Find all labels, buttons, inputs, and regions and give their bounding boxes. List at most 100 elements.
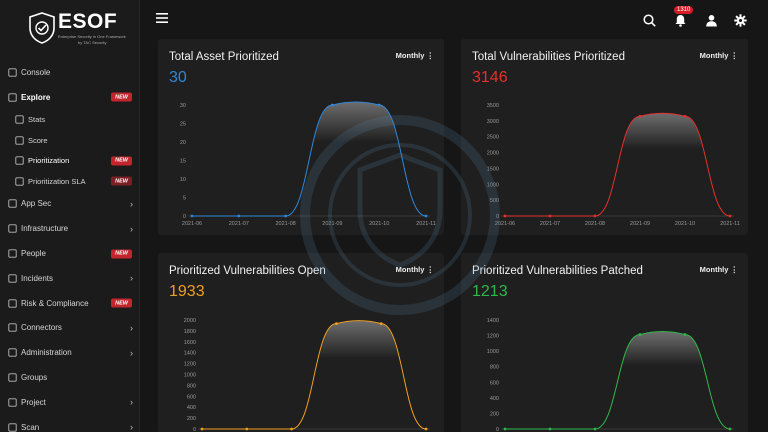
scan-icon: [8, 423, 17, 432]
sidebar-item-risk-compliance[interactable]: Risk & Compliance NEW: [0, 291, 140, 316]
sidebar-item-prioritization-sla[interactable]: Prioritization SLA NEW: [0, 171, 140, 192]
console-icon: [8, 68, 17, 77]
sidebar-item-people[interactable]: People NEW: [0, 241, 140, 266]
new-badge: NEW: [111, 298, 132, 308]
data-point[interactable]: [593, 214, 597, 218]
kebab-icon: ⋮: [426, 51, 435, 60]
data-point[interactable]: [379, 322, 383, 326]
y-tick-label: 2000: [184, 318, 196, 324]
bell-icon[interactable]: [674, 14, 687, 27]
sidebar: ESOF Enterprise Security in One Framewor…: [0, 0, 140, 432]
data-point[interactable]: [638, 114, 642, 118]
data-point[interactable]: [245, 427, 249, 431]
brand-tagline: Enterprise Security in One Framework: [58, 34, 126, 39]
sidebar-nav: Console Explore NEW Stats Score Prioritizatio…: [0, 60, 140, 432]
y-tick-label: 800: [490, 365, 499, 371]
chevron-right-icon: ›: [130, 198, 133, 209]
period-dropdown[interactable]: Monthly ⋮: [700, 265, 738, 274]
sidebar-item-scan[interactable]: Scan ›: [0, 415, 140, 432]
card-value: 1933: [169, 283, 205, 300]
y-tick-label: 1000: [487, 182, 499, 188]
data-point[interactable]: [290, 427, 293, 431]
x-tick-label: 2021-07: [540, 221, 560, 227]
risk-icon: [8, 299, 17, 308]
sidebar-item-app-sec[interactable]: App Sec ›: [0, 192, 140, 217]
incidents-icon: [8, 274, 17, 283]
sidebar-item-score[interactable]: Score: [0, 130, 140, 151]
x-tick-label: 2021-06: [495, 221, 515, 227]
menu-icon[interactable]: [156, 13, 168, 23]
card-total-asset-prioritized: 0 5 10 15 20 25 30 2021-06 2021-07 2021-08 2021-09…: [158, 39, 444, 235]
logo[interactable]: ESOF Enterprise Security in One Framewor…: [28, 10, 126, 48]
project-icon: [8, 398, 17, 407]
period-dropdown[interactable]: Monthly ⋮: [700, 51, 738, 60]
series-area: [505, 113, 730, 216]
sidebar-item-groups[interactable]: Groups: [0, 365, 140, 390]
sidebar-item-administration[interactable]: Administration ›: [0, 340, 140, 365]
user-icon[interactable]: [705, 14, 718, 27]
y-tick-label: 0: [183, 214, 186, 220]
sidebar-item-label: Scan: [21, 422, 40, 432]
data-point[interactable]: [190, 214, 194, 218]
period-label: Monthly: [699, 265, 729, 274]
data-point[interactable]: [728, 214, 732, 218]
chevron-right-icon: ›: [130, 422, 133, 432]
data-point[interactable]: [200, 427, 204, 431]
chevron-right-icon: ›: [130, 322, 133, 333]
sidebar-item-label: Project: [21, 397, 46, 407]
sidebar-item-infrastructure[interactable]: Infrastructure ›: [0, 216, 140, 241]
data-point[interactable]: [377, 103, 381, 107]
y-tick-label: 600: [490, 380, 499, 386]
y-tick-label: 30: [180, 103, 186, 109]
data-point[interactable]: [503, 427, 507, 431]
series-line: [505, 331, 731, 430]
series-area: [192, 102, 426, 216]
sidebar-item-prioritization[interactable]: Prioritization NEW: [0, 151, 140, 172]
data-point[interactable]: [335, 322, 338, 326]
y-tick-label: 0: [496, 214, 499, 220]
notification-count-badge: 1310: [674, 6, 694, 14]
sidebar-item-label: Infrastructure: [21, 224, 69, 234]
administration-icon: [8, 348, 17, 357]
sidebar-item-connectors[interactable]: Connectors ›: [0, 316, 140, 341]
new-badge: NEW: [111, 92, 132, 102]
data-point[interactable]: [683, 114, 687, 118]
card-value: 1213: [472, 283, 508, 300]
chart-prioritized-vulnerabilities-patched: 02004006008001000120014002021-062021-072…: [487, 318, 734, 432]
score-icon: [15, 136, 24, 145]
x-tick-label: 2021-09: [322, 221, 342, 227]
y-tick-label: 0: [193, 427, 196, 432]
sidebar-item-label: App Sec: [21, 199, 52, 209]
infrastructure-icon: [8, 224, 17, 233]
period-dropdown[interactable]: Monthly ⋮: [396, 51, 434, 60]
data-point[interactable]: [683, 333, 687, 336]
y-tick-label: 1200: [487, 334, 499, 340]
gear-icon[interactable]: [734, 14, 747, 27]
sidebar-item-stats[interactable]: Stats: [0, 110, 140, 131]
data-point[interactable]: [548, 214, 552, 218]
sidebar-item-incidents[interactable]: Incidents ›: [0, 266, 140, 291]
y-tick-label: 800: [187, 383, 196, 389]
data-point[interactable]: [331, 103, 334, 107]
data-point[interactable]: [593, 427, 597, 431]
period-dropdown[interactable]: Monthly ⋮: [396, 265, 434, 274]
card-title: Total Asset Prioritized: [169, 51, 279, 63]
data-point[interactable]: [284, 214, 287, 218]
sidebar-item-label: Incidents: [21, 273, 54, 283]
sidebar-item-explore[interactable]: Explore NEW: [0, 85, 140, 110]
data-point[interactable]: [237, 214, 241, 218]
data-point[interactable]: [424, 427, 428, 431]
y-tick-label: 600: [187, 394, 196, 400]
data-point[interactable]: [728, 427, 732, 431]
data-point[interactable]: [424, 214, 428, 218]
data-point[interactable]: [638, 333, 642, 336]
search-icon[interactable]: [643, 14, 656, 27]
series-line: [192, 101, 427, 217]
card-title: Prioritized Vulnerabilities Open: [169, 265, 326, 277]
sidebar-item-console[interactable]: Console: [0, 60, 140, 85]
data-point[interactable]: [548, 427, 552, 431]
chevron-right-icon: ›: [130, 397, 133, 408]
series-area: [505, 331, 730, 429]
sidebar-item-project[interactable]: Project ›: [0, 390, 140, 415]
data-point[interactable]: [503, 214, 507, 218]
